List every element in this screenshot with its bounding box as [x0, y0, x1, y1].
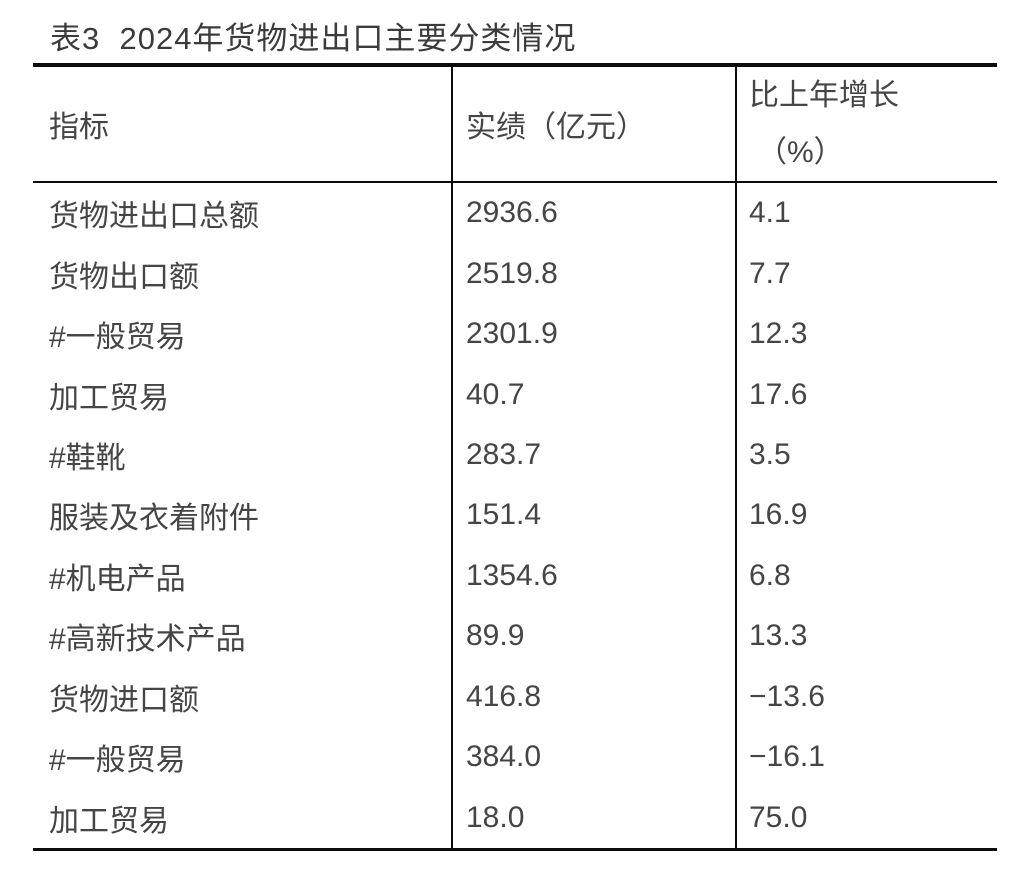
growth-cell: 13.3	[749, 619, 808, 653]
value-cell: 416.8	[453, 666, 737, 727]
table-row: #鞋靴 283.7 3.5	[33, 424, 997, 486]
growth-cell: 6.8	[749, 558, 791, 592]
trade-classification-table: 指标 实绩（亿元） 比上年增长 （%） 货物进出口总额 2936.6 4.1 货…	[33, 63, 997, 851]
indicator-cell: 货物出口额	[33, 243, 453, 304]
value-cell: 283.7	[453, 424, 737, 486]
table-row: 货物出口额 2519.8 7.7	[33, 243, 997, 304]
table-row: 货物进口额 416.8 −13.6	[33, 666, 997, 727]
indicator-cell: 货物进出口总额	[33, 183, 453, 244]
table-row: #高新技术产品 89.9 13.3	[33, 606, 997, 667]
header-value: 实绩（亿元）	[453, 67, 737, 181]
value-cell: 18.0	[453, 787, 737, 848]
growth-cell: −13.6	[749, 679, 825, 713]
indicator-cell: #鞋靴	[33, 424, 453, 486]
table-row: 加工贸易 18.0 75.0	[33, 787, 997, 848]
growth-cell: 17.6	[749, 377, 808, 411]
header-growth-line1: 比上年增长	[749, 79, 899, 112]
growth-cell: 7.7	[749, 256, 791, 290]
indicator-cell: 服装及衣着附件	[33, 485, 453, 546]
value-cell: 40.7	[453, 364, 737, 425]
indicator-cell: #机电产品	[33, 545, 453, 607]
table-row: #一般贸易 384.0 −16.1	[33, 726, 997, 788]
growth-cell: 4.1	[749, 196, 791, 230]
indicator-cell: 加工贸易	[33, 787, 453, 848]
value-cell: 2519.8	[453, 243, 737, 304]
indicator-cell: #高新技术产品	[33, 606, 453, 667]
indicator-cell: 加工贸易	[33, 364, 453, 425]
growth-cell: 16.9	[749, 498, 808, 532]
growth-cell: 12.3	[749, 317, 808, 351]
value-cell: 1354.6	[453, 545, 737, 607]
table-row: 货物进出口总额 2936.6 4.1	[33, 183, 997, 244]
growth-cell: 75.0	[749, 800, 808, 834]
header-indicator: 指标	[33, 67, 453, 181]
table-row: #机电产品 1354.6 6.8	[33, 545, 997, 607]
growth-cell: 3.5	[749, 437, 791, 471]
table-header-row: 指标 实绩（亿元） 比上年增长 （%）	[33, 67, 997, 183]
value-cell: 2301.9	[453, 303, 737, 365]
indicator-cell: #一般贸易	[33, 303, 453, 365]
value-cell: 384.0	[453, 726, 737, 788]
value-cell: 2936.6	[453, 183, 737, 244]
header-growth-line2: （%）	[757, 136, 844, 169]
table-row: 服装及衣着附件 151.4 16.9	[33, 485, 997, 546]
table-title: 表3 2024年货物进出口主要分类情况	[50, 21, 577, 56]
table-row: 加工贸易 40.7 17.6	[33, 364, 997, 425]
growth-cell: −16.1	[749, 740, 825, 774]
header-growth: 比上年增长 （%）	[737, 67, 997, 181]
indicator-cell: #一般贸易	[33, 726, 453, 788]
value-cell: 151.4	[453, 485, 737, 546]
indicator-cell: 货物进口额	[33, 666, 453, 727]
table-row: #一般贸易 2301.9 12.3	[33, 303, 997, 365]
value-cell: 89.9	[453, 606, 737, 667]
